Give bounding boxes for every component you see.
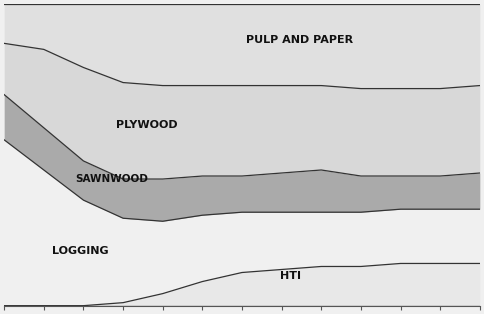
Text: LOGGING: LOGGING (52, 246, 108, 257)
Text: PLYWOOD: PLYWOOD (116, 120, 178, 130)
Text: SAWNWOOD: SAWNWOOD (76, 174, 149, 184)
Text: HTI: HTI (280, 271, 301, 280)
Text: PULP AND PAPER: PULP AND PAPER (245, 35, 353, 45)
